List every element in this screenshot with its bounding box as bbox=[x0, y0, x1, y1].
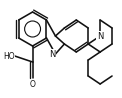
Text: O: O bbox=[30, 80, 36, 89]
Text: N: N bbox=[49, 49, 55, 59]
Text: N: N bbox=[97, 31, 103, 40]
Text: HO: HO bbox=[3, 52, 15, 60]
